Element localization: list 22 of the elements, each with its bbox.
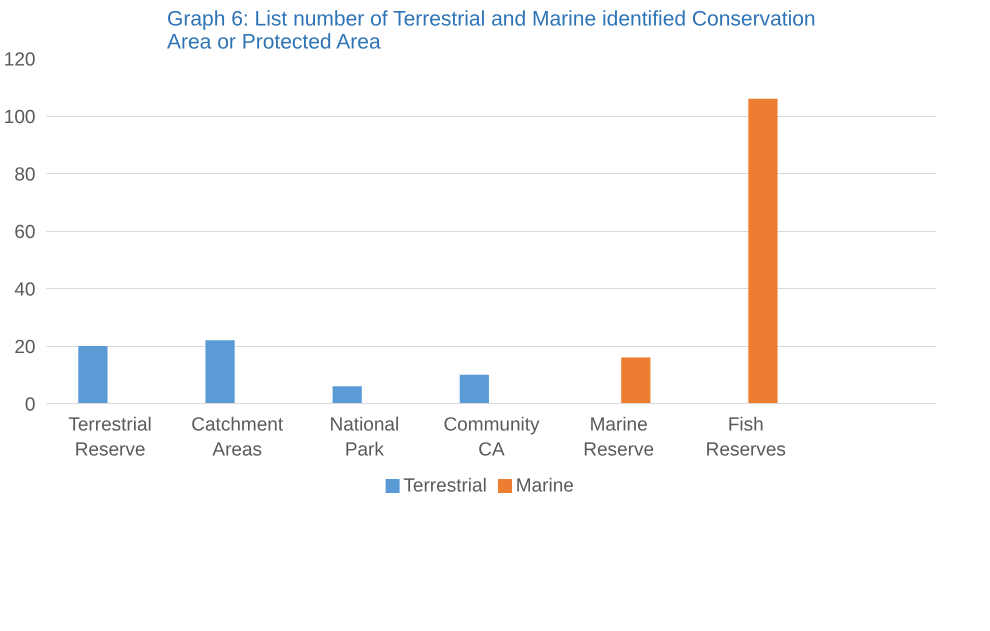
bar <box>460 374 489 404</box>
y-tick-label: 40 <box>14 280 36 300</box>
y-tick-label: 20 <box>14 337 36 358</box>
y-tick-label: 60 <box>14 222 36 243</box>
bar <box>748 98 778 404</box>
chart-title: Graph 6: List number of Terrestrial and Marine identified Conservation Area or Protected Area <box>167 8 816 54</box>
y-tick-label: 120 <box>4 50 36 70</box>
x-tick-label: Terrestrial Reserve <box>68 414 152 461</box>
legend-label: Terrestrial <box>403 476 487 496</box>
y-tick-label: 0 <box>24 394 36 416</box>
y-tick-label: 100 <box>4 107 36 128</box>
bar <box>205 340 235 404</box>
x-tick-label: National Park <box>330 414 400 461</box>
legend-label: Marine <box>516 476 574 496</box>
bar <box>621 358 650 404</box>
y-tick-label: 80 <box>14 164 36 186</box>
x-tick-label: Catchment Areas <box>191 414 284 461</box>
x-tick-label: Marine Reserve <box>583 414 654 461</box>
bar <box>78 346 108 404</box>
x-tick-label: Fish Reserves <box>706 414 786 461</box>
bar <box>332 386 362 404</box>
x-tick-label: Community CA <box>443 414 540 461</box>
